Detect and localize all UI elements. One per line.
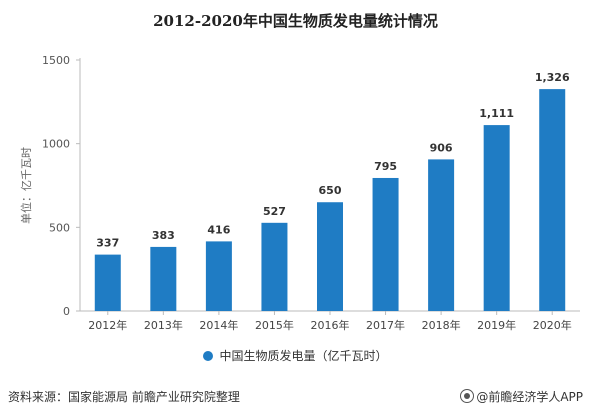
legend-label: 中国生物质发电量（亿千瓦时） [219,349,388,363]
y-tick-label: 500 [49,221,70,234]
brand-watermark: @前瞻经济学人APP [460,388,583,405]
data-label: 1,111 [479,107,514,120]
data-label: 650 [319,184,342,197]
x-tick-label: 2015年 [255,318,294,332]
y-axis-title: 单位：亿千瓦时 [19,147,33,224]
data-label: 1,326 [535,71,570,84]
legend-swatch [203,351,214,361]
bar [539,89,566,311]
bar [94,254,121,311]
data-label: 383 [152,229,175,242]
bar [483,125,510,311]
bar [150,246,177,311]
source-note: 资料来源：国家能源局 前瞻产业研究院整理 [8,390,240,404]
bar [317,202,343,311]
bar [428,159,455,311]
x-tick-label: 2017年 [366,318,405,332]
legend: 中国生物质发电量（亿千瓦时） [0,347,591,364]
x-tick-label: 2018年 [422,318,461,332]
brand-text: @前瞻经济学人APP [476,390,583,404]
x-tick-label: 2020年 [533,318,572,332]
bar [261,222,288,311]
data-label: 337 [96,237,119,250]
x-tick-label: 2014年 [199,318,238,332]
x-tick-label: 2013年 [144,318,183,332]
x-tick-label: 2016年 [311,318,350,332]
data-label: 527 [263,205,286,218]
data-label: 416 [207,223,230,236]
x-tick-label: 2012年 [88,318,127,332]
y-tick-label: 1500 [42,54,70,67]
x-tick-label: 2019年 [477,318,516,332]
data-label: 795 [374,160,397,173]
data-label: 906 [430,141,453,154]
y-tick-label: 1000 [42,138,70,151]
bar [372,177,399,311]
chart-title: 2012-2020年中国生物质发电量统计情况 [153,12,438,30]
y-tick-label: 0 [63,305,70,318]
bar-chart: 0 500 1000 1500 单位：亿千瓦时 337 2012年 383 2013年 416 20… [19,54,580,332]
bar [205,241,232,311]
brand-logo-icon [460,389,475,403]
